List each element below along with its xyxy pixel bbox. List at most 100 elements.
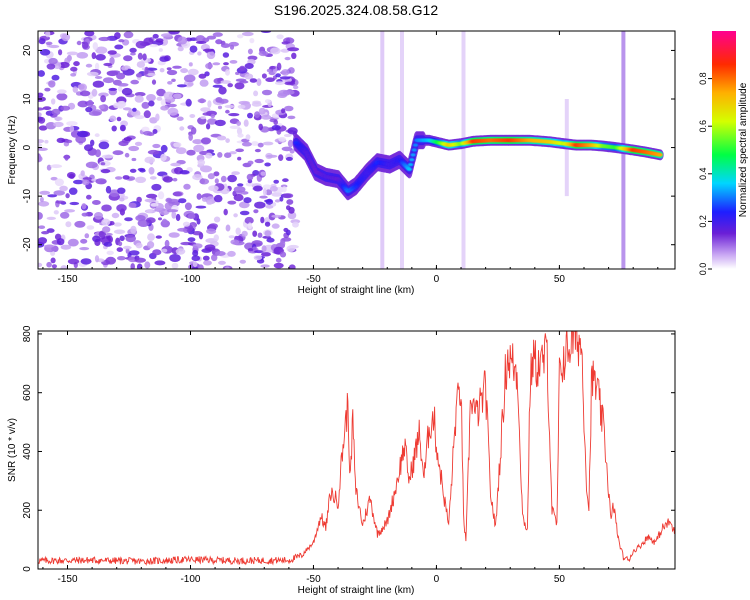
noise-blob xyxy=(225,109,230,114)
noise-blob xyxy=(150,203,159,207)
noise-blob xyxy=(264,162,271,167)
noise-blob xyxy=(185,98,192,107)
noise-blob xyxy=(286,245,296,252)
noise-blob xyxy=(38,201,50,207)
y-tick-label: 0 xyxy=(22,566,33,572)
noise-blob xyxy=(198,73,207,79)
noise-blob xyxy=(98,141,110,150)
noise-blob xyxy=(187,237,196,243)
noise-blob xyxy=(244,73,254,80)
noise-blob xyxy=(146,209,153,214)
noise-blob xyxy=(85,161,98,169)
noise-blob xyxy=(58,61,70,69)
noise-blob xyxy=(124,217,133,222)
noise-blob xyxy=(247,160,254,165)
noise-blob xyxy=(128,145,140,152)
noise-blob xyxy=(105,256,116,265)
x-tick-label: -150 xyxy=(58,274,78,285)
noise-blob xyxy=(265,189,273,196)
noise-blob xyxy=(189,114,196,118)
noise-blob xyxy=(271,214,282,218)
noise-blob xyxy=(92,235,101,243)
noise-blob xyxy=(38,143,43,147)
colorbar-tick-label: 0.2 xyxy=(698,215,708,228)
noise-blob xyxy=(160,99,166,106)
noise-blob xyxy=(251,102,262,107)
noise-blob xyxy=(261,73,267,79)
signal-core xyxy=(412,143,419,147)
noise-blob xyxy=(241,141,252,147)
noise-blob xyxy=(38,92,44,97)
y-tick-label: -10 xyxy=(22,188,33,203)
noise-blob xyxy=(205,152,213,159)
noise-blob xyxy=(119,197,125,202)
noise-blob xyxy=(98,104,105,110)
noise-blob xyxy=(218,86,227,95)
noise-blob xyxy=(208,185,219,192)
noise-blob xyxy=(55,200,66,204)
noise-blob xyxy=(287,47,300,52)
noise-blob xyxy=(288,264,296,269)
noise-blob xyxy=(261,245,267,253)
noise-blob xyxy=(276,34,284,40)
noise-blob xyxy=(265,77,275,82)
noise-blob xyxy=(271,124,281,131)
noise-blob xyxy=(292,221,299,228)
noise-blob xyxy=(91,52,97,60)
noise-blob xyxy=(237,183,244,187)
noise-blob xyxy=(48,57,58,65)
snr-xlabel: Height of straight line (km) xyxy=(298,585,415,596)
noise-blob xyxy=(56,89,67,94)
noise-blob xyxy=(65,193,70,199)
noise-blob xyxy=(264,230,272,237)
noise-blob xyxy=(82,177,92,181)
noise-blob xyxy=(59,185,68,192)
noise-blob xyxy=(230,239,240,245)
noise-blob xyxy=(243,119,249,127)
noise-blob xyxy=(229,151,237,155)
noise-blob xyxy=(206,35,217,40)
noise-blob xyxy=(199,79,209,87)
noise-blob xyxy=(214,119,226,127)
noise-blob xyxy=(114,44,124,50)
noise-blob xyxy=(113,222,122,227)
noise-blob xyxy=(81,203,87,210)
x-tick-label: -150 xyxy=(58,574,78,585)
noise-blob xyxy=(38,38,46,45)
noise-blob xyxy=(213,171,220,177)
noise-blob xyxy=(206,123,211,130)
noise-blob xyxy=(85,63,93,68)
noise-blob xyxy=(84,233,90,239)
noise-blob xyxy=(216,135,227,141)
colorbar-ticks: 0.0 0.2 0.4 0.6 0.8 xyxy=(698,72,712,275)
signal-core xyxy=(308,160,314,164)
noise-blob xyxy=(64,209,76,213)
noise-blob xyxy=(136,61,146,68)
noise-blob xyxy=(191,255,201,262)
noise-blob xyxy=(38,139,45,144)
noise-blob xyxy=(212,62,221,66)
noise-blob xyxy=(111,212,120,219)
noise-blob xyxy=(284,105,294,112)
noise-blob xyxy=(60,105,71,111)
x-tick-label: -100 xyxy=(180,274,200,285)
noise-blob xyxy=(212,84,223,88)
noise-blob xyxy=(70,66,78,72)
noise-blob xyxy=(39,190,51,195)
noise-blob xyxy=(287,115,296,120)
noise-blob xyxy=(257,232,263,238)
noise-blob xyxy=(251,141,259,146)
noise-blob xyxy=(202,48,215,52)
noise-blob xyxy=(121,87,133,96)
noise-blob xyxy=(155,235,162,239)
y-tick-label: 20 xyxy=(22,44,33,56)
noise-blob xyxy=(284,56,291,61)
noise-blob xyxy=(95,149,101,158)
noise-blob xyxy=(92,200,101,205)
noise-blob xyxy=(272,202,277,207)
noise-blob xyxy=(262,184,272,190)
noise-blob xyxy=(90,139,95,146)
noise-blob xyxy=(213,234,219,242)
signal-core xyxy=(411,148,417,152)
noise-blob xyxy=(108,87,118,91)
